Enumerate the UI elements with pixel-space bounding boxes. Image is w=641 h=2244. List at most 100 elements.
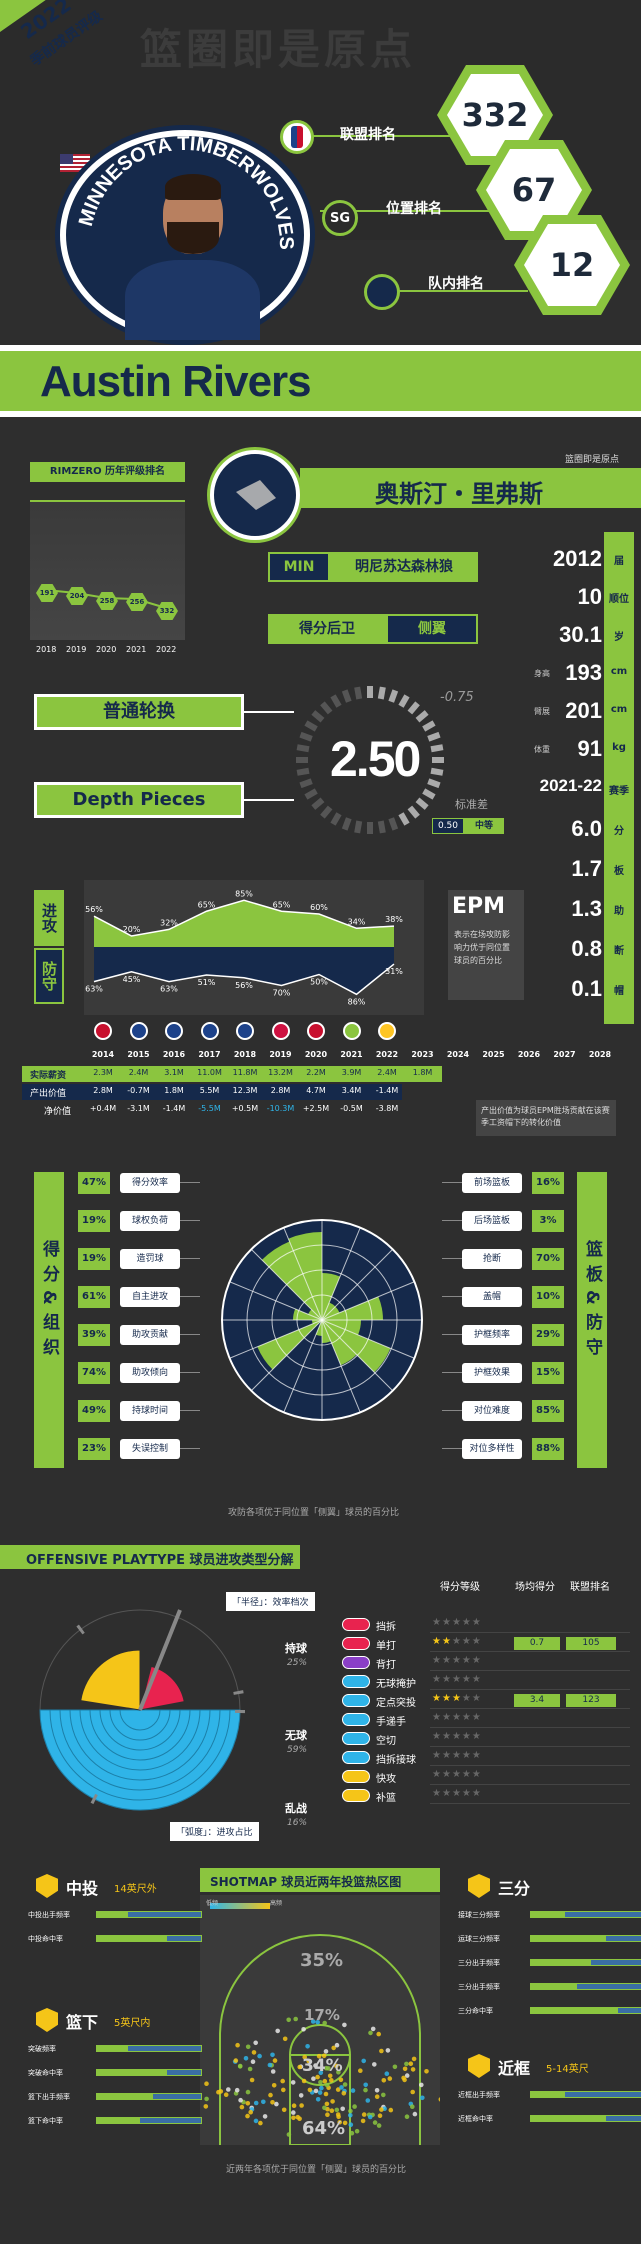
team-logo-icon [129,1022,148,1040]
shot-dot [267,2062,273,2068]
shot-dot [321,2053,327,2059]
shot-dot [325,2112,330,2117]
shot-row-label: 近框出手频率 [458,2091,500,2099]
rating-year: 2018 [36,645,57,654]
shot-dot [334,2063,339,2069]
radar-right-connector [442,1334,462,1335]
epm-defense-label: 防守 [34,948,64,1004]
rank-line-league [290,135,450,137]
playtype-stars: ★★★★★ [432,1636,482,1647]
shot-dot [342,2022,347,2028]
shot-dot [253,2118,259,2124]
shot-dot [270,2100,275,2105]
radar-left-connector [180,1220,200,1221]
shot-section-icon [468,2054,490,2078]
shot-dot [234,2087,240,2093]
playtype-group: 乱战 [285,1802,307,1815]
playtype-label: 背打 [376,1660,396,1671]
salary-year: 2026 [517,1050,541,1059]
shotmap-court-lines [203,1903,440,2145]
epm-offense-line [93,899,395,937]
shot-dot [323,2091,329,2097]
rank-line-position [320,210,490,212]
epm-def-label: 70% [273,989,291,998]
epm-off-label: 38% [385,915,403,924]
playtype-swatch [342,1637,370,1650]
shot-dot [404,2061,409,2067]
shot-row-bar [530,1959,641,1966]
playtype-wedge-yellow [80,1649,141,1711]
shot-row-label: 三分出手频率 [458,1983,500,1991]
shot-dot [315,2097,321,2102]
shot-dot [268,2092,273,2098]
radar-right-connector [442,1220,462,1221]
playtype-stars: ★★★★★ [432,1617,482,1628]
salary-row2-band [22,1084,402,1100]
radar-wedge [288,1232,322,1320]
playtype-row-line [430,1651,630,1652]
shot-dot [245,2113,250,2119]
playtype-label: 快攻 [376,1774,396,1785]
col-rank: 联盟排名 [570,1582,610,1593]
shotmap-title: SHOTMAP 球员近两年投篮热区图 [210,1875,402,1889]
shot-dot [313,2063,318,2068]
salary-cell: -1.4M [162,1104,186,1113]
score-delta: -0.75 [440,690,474,705]
epm-panel [448,890,524,1000]
salary-cell: 3.1M [164,1068,184,1077]
rating-year: 2022 [156,645,177,654]
shot-dot [204,2096,209,2102]
shot-dot [270,2069,276,2074]
salary-cell: -0.7M [127,1086,150,1095]
shot-dot [226,2087,231,2092]
radar-right-connector [442,1258,462,1259]
radar-left-value: 19% [78,1248,110,1270]
shot-dot [247,2066,253,2072]
radar-right-title-bar [577,1172,607,1468]
shot-dot [297,2064,302,2070]
shot-dot [281,2087,286,2093]
playtype-group: 持球 [285,1642,307,1655]
shot-dot [306,2058,311,2064]
profile-unit: 板 [614,866,624,877]
playtype-label: 定点突投 [376,1698,416,1709]
shot-dot [419,2082,424,2088]
shot-dot [349,2130,355,2136]
playtype-stars: ★★★★★ [432,1788,482,1799]
shot-dot [365,2098,371,2103]
radar-right-value: 29% [532,1324,564,1346]
score-value: 2.50 [330,731,421,787]
profile-value: 2012 [553,546,602,571]
playtype-label: 空切 [376,1736,396,1747]
epm-offense-area [94,900,394,947]
shot-row-bar [530,1911,641,1918]
shot-dot [324,2101,330,2107]
shot-row-label: 中投出手频率 [28,1911,70,1919]
salary-year: 2027 [553,1050,576,1059]
salary-cell: +0.4M [89,1104,117,1113]
epm-off-label: 85% [235,889,253,898]
epm-title: EPM [452,894,506,919]
shot-row-bar [530,1983,641,1990]
profile-unit: kg [612,742,626,753]
playtype-swatch [342,1675,370,1688]
profile-value: 1.3 [571,896,602,921]
shot-row-bar [96,2045,202,2052]
radar-right-label: 后场篮板 [462,1211,522,1231]
header: 2022 季前球员评级 篮圈即是原点 MINNESOTA TIMBERWOLVE… [0,0,641,340]
epm-chart: 56% 63% 20% 45% 32% 63% 65% 51% 85% 56% 65% 70% 60% 5… [84,880,424,1015]
epm-def-label: 86% [348,997,366,1006]
profile-unit: 帽 [614,986,624,997]
profile-unit: 赛季 [609,786,629,797]
radar-wedge [322,1306,340,1320]
playtype-group-pct: 16% [287,1818,308,1828]
shot-dot [298,2093,304,2098]
name-banner: Austin Rivers [0,345,641,417]
shot-dot [363,2087,368,2093]
radar-right-value: 15% [532,1362,564,1384]
playtype-row-line [430,1784,630,1785]
epm-offense-label: 进攻 [34,890,64,946]
shot-dot [341,2091,347,2096]
playtype-swatch [342,1618,370,1631]
radar-footnote: 攻防各项优于同位置「侧翼」球员的百分比 [228,1508,400,1518]
